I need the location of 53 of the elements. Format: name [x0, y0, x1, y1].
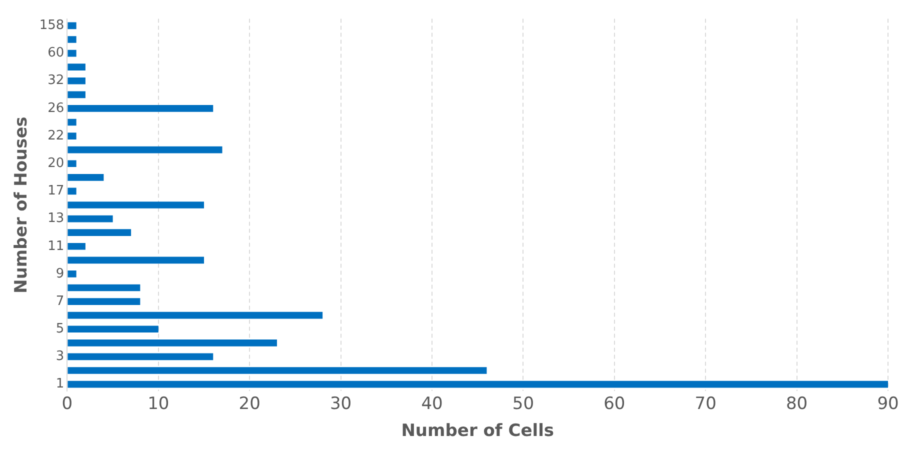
x-axis-title: Number of Cells	[401, 421, 554, 442]
bar	[68, 229, 132, 236]
y-tick-label: 7	[56, 294, 64, 309]
bar	[68, 298, 140, 305]
y-axis-title: Number of Houses	[12, 116, 32, 294]
y-tick-label: 3	[56, 349, 64, 364]
x-tick-label: 70	[694, 394, 716, 414]
bar	[68, 132, 76, 140]
bar	[68, 160, 76, 168]
x-tick-label: 0	[62, 394, 73, 414]
x-tick-label: 90	[877, 394, 899, 414]
y-tick-label: 11	[48, 238, 64, 254]
bar	[68, 77, 86, 84]
y-tick-label: 158	[39, 18, 64, 34]
y-tick-label: 26	[48, 100, 64, 116]
bar	[68, 380, 888, 388]
bar	[68, 64, 86, 70]
y-tick-label: 1	[56, 376, 64, 392]
y-tick-label: 22	[48, 128, 64, 144]
bar	[68, 105, 214, 112]
bar	[68, 146, 222, 154]
bar	[68, 22, 76, 30]
x-tick-label: 20	[238, 394, 260, 414]
bar	[68, 256, 204, 264]
x-tick-label: 80	[786, 394, 808, 414]
bar	[68, 215, 113, 222]
bar	[68, 50, 76, 57]
bar	[68, 270, 76, 278]
y-tick-label: 32	[48, 73, 64, 88]
bar	[68, 91, 86, 98]
y-tick-label: 20	[48, 156, 64, 171]
bar	[68, 367, 487, 374]
y-tick-label: 13	[48, 211, 64, 226]
bar	[68, 118, 76, 126]
x-tick-label: 40	[421, 394, 443, 414]
bar	[68, 174, 104, 181]
bar	[68, 340, 277, 346]
y-tick-label: 5	[56, 322, 64, 337]
x-tick-label: 50	[512, 394, 534, 414]
x-tick-label: 60	[604, 394, 626, 414]
y-tick-label: 60	[48, 46, 64, 61]
bar	[68, 202, 204, 208]
bar	[68, 353, 214, 360]
bar	[68, 326, 158, 333]
bar	[68, 188, 76, 195]
y-tick-label: 17	[48, 184, 64, 199]
y-tick-label: 9	[56, 266, 64, 282]
x-tick-label: 10	[148, 394, 170, 414]
bar	[68, 284, 140, 292]
bar	[68, 242, 86, 250]
x-tick-label: 30	[330, 394, 352, 414]
bar	[68, 36, 76, 43]
bar	[68, 312, 323, 319]
